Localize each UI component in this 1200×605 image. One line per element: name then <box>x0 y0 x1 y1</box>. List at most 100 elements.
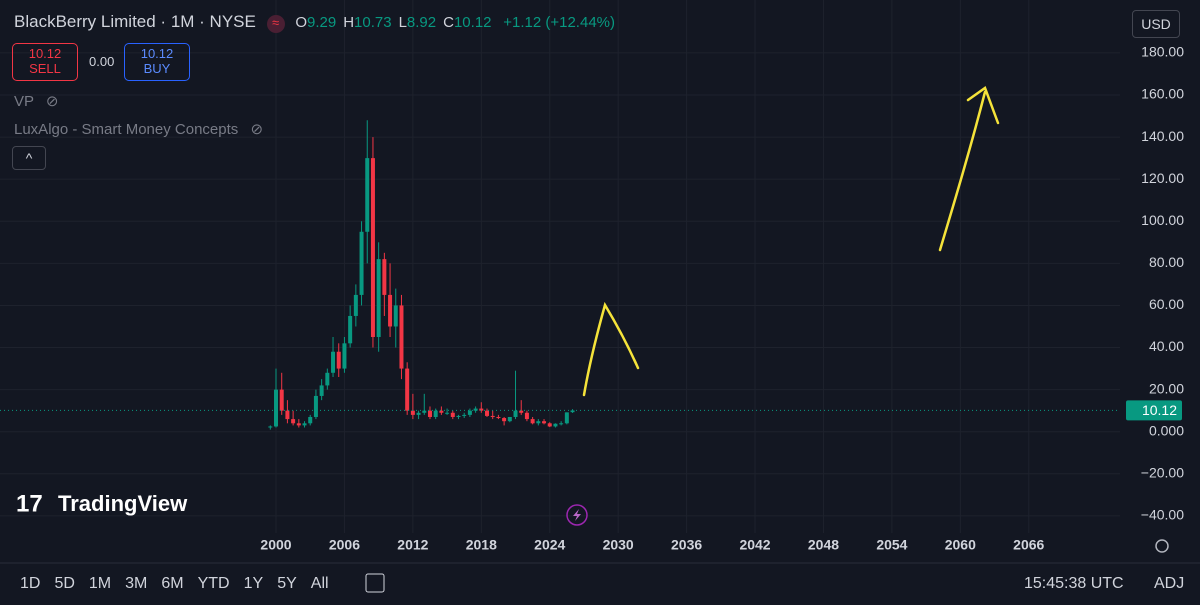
candle-body <box>331 351 336 373</box>
x-tick-label: 2036 <box>671 537 702 553</box>
candle-body <box>285 410 290 420</box>
tv-logo: 17 TradingView <box>16 490 188 517</box>
candle-body <box>291 419 296 424</box>
y-tick-label: 160.00 <box>1141 86 1184 102</box>
settings-icon[interactable] <box>1155 539 1169 553</box>
flash-glyph <box>573 509 581 521</box>
ohlc-label: O <box>295 14 307 31</box>
timeframe[interactable]: YTD <box>197 575 230 592</box>
x-tick-label: 2018 <box>466 537 497 553</box>
eye-icon: ⊘ <box>250 121 264 138</box>
timeframe[interactable]: 5D <box>54 575 75 592</box>
candle-body <box>393 305 398 327</box>
candle-body <box>422 410 427 413</box>
y-tick-label: −40.00 <box>1141 507 1184 523</box>
candle-body <box>553 423 558 427</box>
collapse-button[interactable]: ^ <box>12 146 46 170</box>
calendar-icon[interactable] <box>365 573 385 593</box>
candle-body <box>542 421 547 424</box>
x-tick-label: 2000 <box>260 537 291 553</box>
candle-body <box>433 410 438 417</box>
x-tick-label: 2060 <box>945 537 976 553</box>
currency-button[interactable]: USD <box>1132 10 1180 38</box>
candle-body <box>365 158 370 232</box>
candle-body <box>513 410 518 417</box>
x-tick-label: 2006 <box>329 537 360 553</box>
y-tick-label: 60.00 <box>1149 296 1184 312</box>
y-tick-label: 80.00 <box>1149 254 1184 270</box>
svg-text:17: 17 <box>16 490 43 517</box>
x-tick-label: 2066 <box>1013 537 1044 553</box>
timeframe[interactable]: All <box>310 575 329 592</box>
candle-body <box>348 315 353 344</box>
timeframe[interactable]: 1D <box>20 575 41 592</box>
candle-body <box>388 294 393 327</box>
hand-drawn-arrow <box>582 86 1000 397</box>
ohlc-label: C <box>443 14 454 31</box>
candle-body <box>342 343 347 369</box>
y-tick-label: 100.00 <box>1141 212 1184 228</box>
candle-body <box>564 412 569 424</box>
candle-body <box>502 418 507 422</box>
candle-body <box>410 410 415 415</box>
timeframe[interactable]: 6M <box>161 575 184 592</box>
sell-button[interactable]: 10.12 SELL <box>12 43 78 81</box>
candle-body <box>325 372 330 386</box>
flash-icon[interactable] <box>566 504 588 526</box>
candle-body <box>496 416 501 419</box>
timeframe[interactable]: 5Y <box>277 575 297 592</box>
candle-body <box>405 368 410 411</box>
eye-icon: ⊘ <box>45 93 59 110</box>
candle-body <box>439 410 444 413</box>
candle-body <box>382 259 387 295</box>
ohlc-value: 10.73 <box>354 14 392 31</box>
candle-body <box>473 408 478 411</box>
sell-price: 10.12 <box>28 46 62 61</box>
candle-body <box>353 294 358 316</box>
candle-body <box>319 385 324 396</box>
y-tick-label: 0.000 <box>1149 422 1184 438</box>
ohlc-value: 10.12 <box>453 14 492 31</box>
buy-button[interactable]: 10.12 BUY <box>124 43 190 81</box>
candle-body <box>302 423 307 426</box>
candle-body <box>359 231 364 295</box>
candle-body <box>274 389 279 427</box>
candle-body <box>308 416 313 424</box>
candle-body <box>530 419 535 424</box>
candle-body <box>416 412 421 415</box>
timeframe[interactable]: 3M <box>125 575 148 592</box>
y-tick-label: 180.00 <box>1141 44 1184 60</box>
ohlc: O9.29 H10.73 L8.92 C10.12 <box>295 14 498 31</box>
candle-body <box>279 389 284 411</box>
indicator[interactable]: LuxAlgo - Smart Money Concepts ⊘ <box>14 120 263 138</box>
candle-body <box>370 158 375 338</box>
candle-body <box>507 416 512 422</box>
candle-body <box>268 426 273 428</box>
adjust-button[interactable]: ADJ <box>1154 575 1185 592</box>
y-tick-label: 140.00 <box>1141 128 1184 144</box>
x-tick-label: 2012 <box>397 537 428 553</box>
x-tick-label: 2048 <box>808 537 839 553</box>
clock: 15:45:38 UTC <box>1024 575 1124 592</box>
last-price-label: 10.12 <box>1142 402 1177 418</box>
candle-body <box>547 423 552 427</box>
candle-body <box>399 305 404 369</box>
candle-body <box>559 423 564 425</box>
ohlc-value: 8.92 <box>406 14 437 31</box>
ohlc-label: L <box>398 14 407 31</box>
buy-label: BUY <box>143 61 171 76</box>
indicator-name: VP <box>14 93 34 110</box>
spread: 0.00 <box>89 54 115 69</box>
timeframe[interactable]: 1M <box>88 575 112 592</box>
candle-body <box>450 412 455 417</box>
timeframe[interactable]: 1Y <box>243 575 264 592</box>
x-tick-label: 2054 <box>876 537 907 553</box>
indicator[interactable]: VP ⊘ <box>14 92 59 110</box>
sell-label: SELL <box>29 61 61 76</box>
y-tick-label: 120.00 <box>1141 170 1184 186</box>
candle-body <box>376 259 381 338</box>
y-tick-label: 40.00 <box>1149 338 1184 354</box>
brand: TradingView <box>58 491 188 516</box>
